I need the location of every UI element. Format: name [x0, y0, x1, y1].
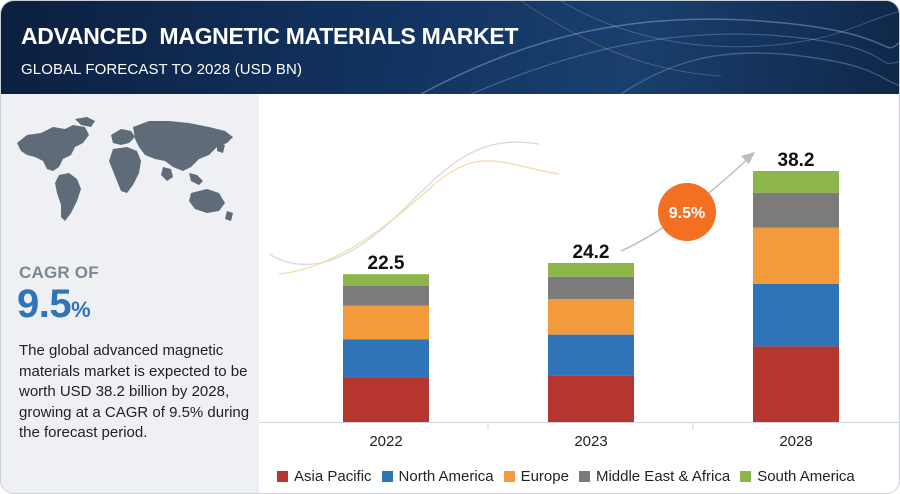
- stacked-bar-chart: 22.5 2022 24.2 2023 38.2 2028 9.5%: [259, 141, 899, 450]
- legend-swatch: [740, 471, 752, 482]
- legend-swatch: [578, 471, 590, 482]
- bar-segment-north-america-2022: [343, 339, 429, 378]
- bar-segment-south-america-2028: [753, 171, 839, 193]
- bar-segment-middle-east-africa-2028: [753, 192, 839, 228]
- bar-segment-asia-pacific-2023: [548, 375, 634, 422]
- decor-curve: [268, 141, 540, 266]
- legend-label: Europe: [520, 468, 569, 485]
- legend-label: Middle East & Africa: [595, 468, 731, 485]
- bar-segment-europe-2022: [343, 305, 429, 340]
- market-description: The global advanced magnetic materials m…: [19, 342, 250, 441]
- legend-item: North America: [381, 468, 494, 485]
- cagr-badge-label: 9.5%: [669, 205, 705, 222]
- bar-segment-south-america-2022: [343, 274, 429, 286]
- bar-segment-north-america-2028: [753, 284, 839, 347]
- chart-area: 22.5 2022 24.2 2023 38.2 2028 9.5%: [259, 94, 899, 493]
- bar-segment-asia-pacific-2028: [753, 346, 839, 422]
- legend-label: South America: [757, 468, 855, 485]
- page-subtitle: GLOBAL FORECAST TO 2028 (USD BN): [21, 61, 303, 78]
- page-title: ADVANCED MAGNETIC MATERIALS MARKET: [21, 23, 519, 49]
- cagr-badge: [658, 183, 716, 241]
- tick-label-2028: 2028: [779, 433, 812, 450]
- bar-segment-europe-2023: [548, 299, 634, 335]
- cagr-label: CAGR OF: [19, 263, 99, 282]
- legend-swatch: [277, 471, 288, 482]
- legend-item: Europe: [503, 468, 569, 485]
- legend-swatch: [381, 471, 393, 482]
- growth-arrow-head: [741, 152, 755, 164]
- total-label-2022: 22.5: [368, 253, 405, 274]
- cagr-number: 9.5: [17, 282, 72, 326]
- cagr-unit: %: [71, 297, 91, 322]
- bar-segment-europe-2028: [753, 227, 839, 285]
- bar-segment-south-america-2023: [548, 262, 634, 277]
- legend-item: South America: [740, 468, 855, 485]
- cagr-value: 9.5%: [17, 282, 91, 327]
- tick-label-2022: 2022: [369, 433, 402, 450]
- header-decoration: [420, 1, 899, 94]
- total-label-2028: 38.2: [778, 150, 815, 171]
- legend-item: Asia Pacific: [277, 468, 372, 485]
- legend-label: Asia Pacific: [294, 468, 372, 485]
- tick-label-2023: 2023: [574, 433, 607, 450]
- total-label-2023: 24.2: [573, 242, 610, 263]
- legend-label: North America: [398, 468, 494, 485]
- legend-swatch: [503, 471, 515, 482]
- world-map-icon: [17, 117, 233, 221]
- chart-legend: Asia Pacific North America Europe Middle Ea…: [277, 468, 865, 485]
- legend-item: Middle East & Africa: [578, 468, 731, 485]
- decor-curve: [278, 160, 560, 275]
- bar-segment-north-america-2023: [548, 334, 634, 376]
- bar-segment-asia-pacific-2022: [343, 377, 429, 422]
- bar-segment-middle-east-africa-2022: [343, 285, 429, 306]
- header-banner: ADVANCED MAGNETIC MATERIALS MARKET GLOBA…: [1, 1, 899, 94]
- bar-segment-middle-east-africa-2023: [548, 276, 634, 300]
